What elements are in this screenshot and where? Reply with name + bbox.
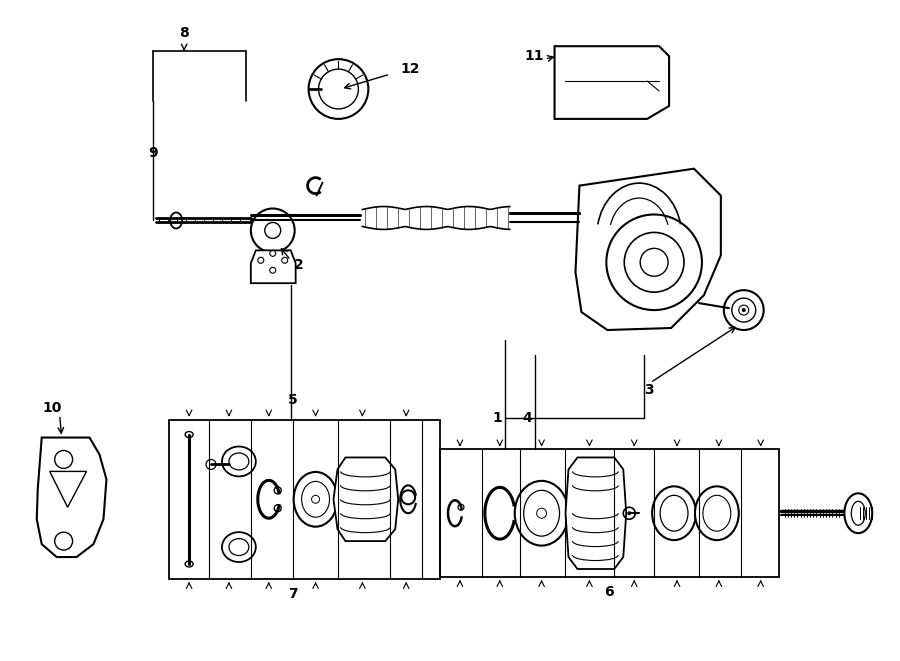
Circle shape	[309, 59, 368, 119]
Circle shape	[206, 459, 216, 469]
Circle shape	[607, 214, 702, 310]
Text: 5: 5	[288, 393, 298, 407]
Text: 6: 6	[605, 585, 614, 599]
Polygon shape	[50, 471, 86, 507]
Bar	[169, 420, 440, 579]
Ellipse shape	[515, 481, 569, 545]
Text: 2: 2	[293, 258, 303, 272]
Text: 3: 3	[644, 383, 654, 397]
Ellipse shape	[185, 432, 193, 438]
Text: 4: 4	[523, 410, 533, 424]
Text: 11: 11	[525, 49, 544, 63]
Text: 7: 7	[288, 587, 298, 601]
Bar	[440, 449, 778, 577]
Ellipse shape	[293, 472, 338, 527]
Polygon shape	[334, 457, 398, 541]
Text: 1: 1	[493, 410, 503, 424]
Circle shape	[724, 290, 764, 330]
Polygon shape	[37, 438, 106, 557]
Ellipse shape	[170, 212, 182, 229]
Text: 12: 12	[400, 62, 419, 76]
Ellipse shape	[185, 561, 193, 567]
Polygon shape	[251, 251, 296, 283]
Ellipse shape	[844, 493, 872, 533]
Circle shape	[742, 308, 746, 312]
Circle shape	[627, 511, 631, 515]
Circle shape	[251, 208, 294, 253]
Text: 9: 9	[148, 145, 158, 160]
Ellipse shape	[222, 447, 256, 477]
Circle shape	[55, 532, 73, 550]
Ellipse shape	[695, 486, 739, 540]
Circle shape	[55, 451, 73, 469]
Polygon shape	[575, 169, 721, 330]
Text: 10: 10	[42, 401, 61, 414]
Ellipse shape	[222, 532, 256, 562]
Polygon shape	[554, 46, 669, 119]
Ellipse shape	[652, 486, 696, 540]
Text: 8: 8	[179, 26, 189, 40]
Polygon shape	[565, 457, 626, 569]
